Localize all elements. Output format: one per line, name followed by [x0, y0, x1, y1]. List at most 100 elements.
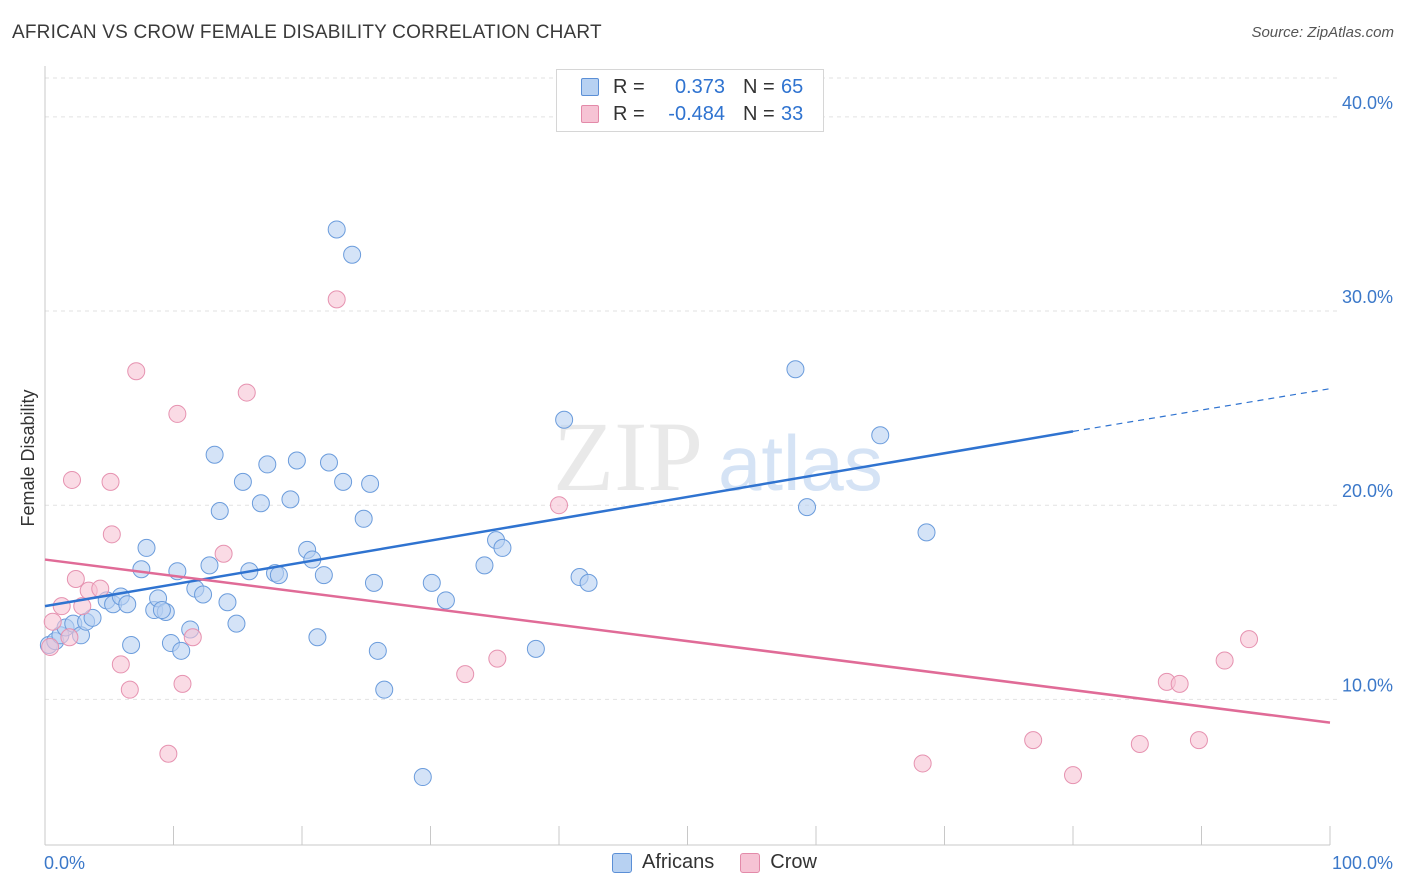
crow-point [111, 655, 130, 674]
africans-point [205, 445, 224, 464]
africans-point [413, 768, 432, 787]
africans-point [258, 455, 277, 474]
r-label: R = [613, 75, 645, 98]
africans-point [798, 498, 817, 517]
africans-trend-line [44, 430, 1074, 608]
africans-point [132, 560, 151, 579]
crow-swatch [581, 105, 599, 123]
crow-point [1189, 731, 1208, 750]
stats-legend: R = 0.373 N = 65 R = -0.484 N = 33 [556, 69, 824, 132]
watermark: ZIP atlas [553, 401, 883, 512]
crow-point [327, 290, 346, 309]
africans-point [200, 556, 219, 575]
legend-item-africans[interactable]: Africans [612, 851, 714, 874]
crow-point [214, 544, 233, 563]
crow-point [102, 525, 121, 544]
crow-point [183, 628, 202, 647]
africans-swatch [581, 78, 599, 96]
africans-point [118, 595, 137, 614]
crow-point [237, 383, 256, 402]
africans-point [210, 502, 229, 521]
africans-point [251, 494, 270, 513]
africans-point [526, 639, 545, 658]
africans-point [361, 474, 380, 493]
crow-point [73, 597, 92, 616]
trend-lines [44, 388, 1331, 724]
crow-point [1240, 630, 1259, 649]
africans-point [281, 490, 300, 509]
crow-points [41, 290, 1259, 785]
y-tick-label: 10.0% [1342, 675, 1393, 695]
crow-point [1130, 735, 1149, 754]
crow-point [101, 472, 120, 491]
crow-point [1215, 651, 1234, 670]
africans-point [172, 641, 191, 660]
africans-point [375, 680, 394, 699]
crow-point [62, 470, 81, 489]
africans-swatch [612, 852, 632, 873]
crow-point [550, 496, 568, 515]
r-value: -0.484 [668, 102, 725, 125]
crow-point [1024, 731, 1043, 750]
africans-point [436, 591, 455, 610]
africans-point [152, 601, 171, 620]
crow-swatch [740, 852, 761, 873]
axis-labels: 10.0% 20.0% 30.0% 40.0% 0.0% 100.0% [44, 93, 1393, 873]
africans-point [917, 523, 936, 542]
africans-point [122, 635, 141, 654]
africans-point [319, 453, 338, 472]
africans-point [327, 220, 346, 239]
africans-points [39, 220, 936, 787]
crow-point [456, 665, 475, 684]
africans-point [269, 566, 288, 585]
africans-trend-extension [1072, 388, 1331, 432]
africans-point [233, 472, 252, 491]
n-label: N = [743, 75, 775, 98]
axes [44, 66, 1331, 846]
crow-point [52, 597, 71, 616]
africans-point [194, 585, 213, 604]
crow-point [1170, 674, 1189, 693]
crow-point [66, 569, 85, 588]
legend-label-crow: Crow [770, 851, 817, 873]
legend-item-crow[interactable]: Crow [740, 851, 817, 874]
africans-point [555, 410, 574, 429]
africans-point [137, 538, 156, 557]
crow-point [159, 744, 178, 763]
africans-point [871, 426, 890, 445]
crow-point [120, 680, 139, 699]
legend-label-africans: Africans [642, 851, 715, 873]
africans-point [314, 566, 333, 585]
crow-point [173, 674, 192, 693]
crow-point [43, 612, 62, 631]
series-legend: Africans Crow [612, 851, 843, 874]
x-tick-label: 0.0% [44, 853, 85, 873]
africans-point [364, 573, 383, 592]
africans-point [218, 593, 237, 612]
africans-point [422, 573, 441, 592]
africans-point [83, 608, 102, 627]
source-label: Source: ZipAtlas.com [1251, 24, 1394, 41]
x-tick-label: 100.0% [1332, 853, 1393, 873]
crow-point [488, 649, 507, 668]
n-value: 33 [781, 102, 804, 125]
africans-point [354, 509, 373, 528]
africans-point [368, 641, 387, 660]
y-axis-title: Female Disability [18, 389, 38, 526]
legend-row-crow: R = -0.484 N = 33 [581, 102, 803, 126]
r-label: R = [613, 102, 645, 125]
n-label: N = [743, 102, 775, 125]
africans-point [475, 556, 494, 575]
y-tick-label: 30.0% [1342, 287, 1393, 307]
africans-point [334, 472, 353, 491]
africans-point [493, 538, 512, 557]
africans-point [308, 628, 327, 647]
africans-point [786, 360, 805, 379]
africans-point [287, 451, 306, 470]
crow-point [127, 362, 146, 381]
y-tick-label: 20.0% [1342, 481, 1393, 501]
chart-title: AFRICAN VS CROW FEMALE DISABILITY CORREL… [12, 22, 602, 43]
watermark-atlas: atlas [718, 419, 883, 507]
africans-point [343, 245, 362, 264]
